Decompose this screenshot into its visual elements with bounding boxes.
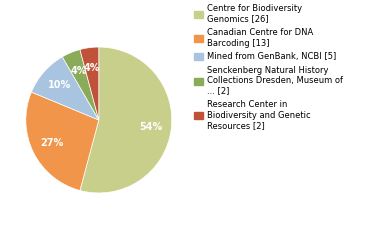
- Wedge shape: [32, 57, 99, 120]
- Wedge shape: [80, 47, 99, 120]
- Text: 4%: 4%: [70, 66, 87, 77]
- Wedge shape: [62, 49, 99, 120]
- Text: 10%: 10%: [48, 80, 71, 90]
- Wedge shape: [80, 47, 172, 193]
- Text: 4%: 4%: [84, 63, 100, 73]
- Text: 27%: 27%: [40, 138, 63, 148]
- Text: 54%: 54%: [139, 122, 163, 132]
- Wedge shape: [26, 92, 99, 191]
- Legend: Centre for Biodiversity
Genomics [26], Canadian Centre for DNA
Barcoding [13], M: Centre for Biodiversity Genomics [26], C…: [194, 4, 343, 130]
